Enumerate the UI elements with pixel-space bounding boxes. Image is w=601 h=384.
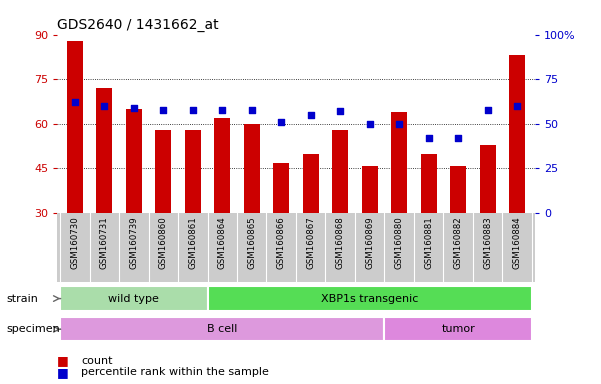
- Text: GSM160869: GSM160869: [365, 217, 374, 269]
- Point: [159, 106, 168, 113]
- Point: [335, 108, 345, 114]
- Bar: [303, 154, 319, 213]
- Bar: [391, 112, 407, 213]
- Point: [365, 121, 374, 127]
- Text: GSM160864: GSM160864: [218, 217, 227, 269]
- Bar: [155, 130, 171, 213]
- Point: [218, 106, 227, 113]
- Text: GSM160739: GSM160739: [129, 217, 138, 269]
- Text: specimen: specimen: [6, 324, 59, 334]
- Text: ■: ■: [57, 366, 69, 379]
- Text: GSM160880: GSM160880: [395, 217, 404, 269]
- Bar: [480, 145, 496, 213]
- Bar: [96, 88, 112, 213]
- Text: strain: strain: [6, 293, 38, 304]
- Bar: [273, 162, 289, 213]
- Text: count: count: [81, 356, 112, 366]
- Point: [424, 135, 433, 141]
- Point: [129, 105, 139, 111]
- Text: GSM160882: GSM160882: [454, 217, 463, 269]
- Text: percentile rank within the sample: percentile rank within the sample: [81, 367, 269, 377]
- Text: XBP1s transgenic: XBP1s transgenic: [321, 293, 418, 304]
- Text: GSM160865: GSM160865: [247, 217, 256, 269]
- Text: GSM160883: GSM160883: [483, 217, 492, 269]
- Text: GSM160884: GSM160884: [513, 217, 522, 269]
- Bar: [185, 130, 201, 213]
- Bar: [243, 124, 260, 213]
- Bar: [362, 166, 378, 213]
- Text: GSM160730: GSM160730: [70, 217, 79, 269]
- Text: GSM160881: GSM160881: [424, 217, 433, 269]
- Text: GSM160868: GSM160868: [336, 217, 345, 269]
- Point: [276, 119, 286, 125]
- Text: GSM160866: GSM160866: [276, 217, 285, 269]
- Point: [188, 106, 198, 113]
- Point: [306, 112, 316, 118]
- Text: B cell: B cell: [207, 324, 237, 334]
- Point: [483, 106, 492, 113]
- Point: [70, 99, 79, 106]
- Text: GSM160731: GSM160731: [100, 217, 109, 269]
- Text: GSM160861: GSM160861: [188, 217, 197, 269]
- Bar: [60, 286, 207, 311]
- Point: [247, 106, 257, 113]
- Bar: [60, 317, 385, 341]
- Point: [100, 103, 109, 109]
- Text: GDS2640 / 1431662_at: GDS2640 / 1431662_at: [57, 18, 219, 32]
- Text: wild type: wild type: [108, 293, 159, 304]
- Point: [513, 103, 522, 109]
- Bar: [207, 286, 532, 311]
- Point: [394, 121, 404, 127]
- Bar: [67, 41, 83, 213]
- Text: ■: ■: [57, 354, 69, 367]
- Bar: [214, 118, 230, 213]
- Text: tumor: tumor: [441, 324, 475, 334]
- Bar: [126, 109, 142, 213]
- Text: GSM160860: GSM160860: [159, 217, 168, 269]
- Bar: [385, 317, 532, 341]
- Point: [453, 135, 463, 141]
- Text: GSM160867: GSM160867: [307, 217, 316, 269]
- Bar: [450, 166, 466, 213]
- Bar: [332, 130, 349, 213]
- Bar: [509, 55, 525, 213]
- Bar: [421, 154, 437, 213]
